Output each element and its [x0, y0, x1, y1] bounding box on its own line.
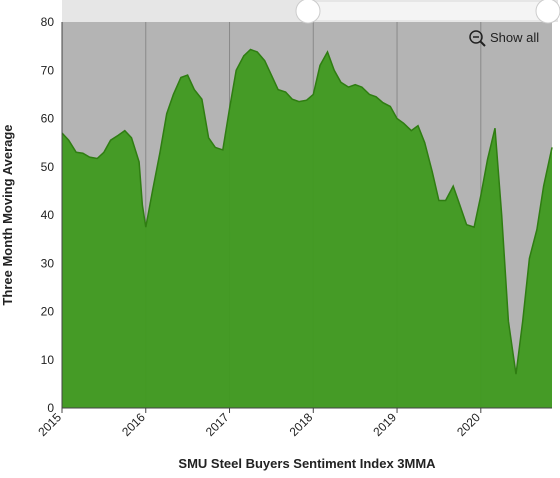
y-tick-label: 60	[41, 112, 55, 126]
y-tick-label: 30	[41, 256, 55, 270]
plot: STEEL MARKET UPDATE201520162017201820192…	[0, 15, 553, 471]
navigator-handle[interactable]	[295, 0, 321, 24]
x-axis-label: SMU Steel Buyers Sentiment Index 3MMA	[178, 456, 436, 471]
line	[61, 48, 553, 375]
y-tick-label: 20	[41, 305, 55, 319]
y-tick-label: 50	[41, 160, 55, 174]
zoom-icon	[479, 40, 486, 47]
y-tick-label: 70	[41, 63, 55, 77]
x-tick-label: 2020	[454, 410, 483, 439]
show-all-button[interactable]: Show all	[469, 30, 539, 47]
y-tick-label: 40	[41, 208, 55, 222]
navigator-window[interactable]	[308, 2, 548, 20]
y-tick-label: 0	[47, 401, 54, 415]
navigator-handle[interactable]	[535, 0, 560, 24]
x-tick-label: 2017	[203, 410, 232, 439]
x-tick-label: 2018	[287, 410, 316, 439]
y-axis-label: Three Month Moving Average	[0, 124, 15, 305]
area	[62, 49, 552, 408]
x-tick-label: 2016	[119, 410, 148, 439]
y-tick-label: 10	[41, 353, 55, 367]
y-tick-label: 80	[41, 15, 55, 29]
zoom-icon	[469, 30, 483, 44]
button-label: Show all	[490, 30, 539, 45]
x-tick-label: 2019	[370, 410, 399, 439]
